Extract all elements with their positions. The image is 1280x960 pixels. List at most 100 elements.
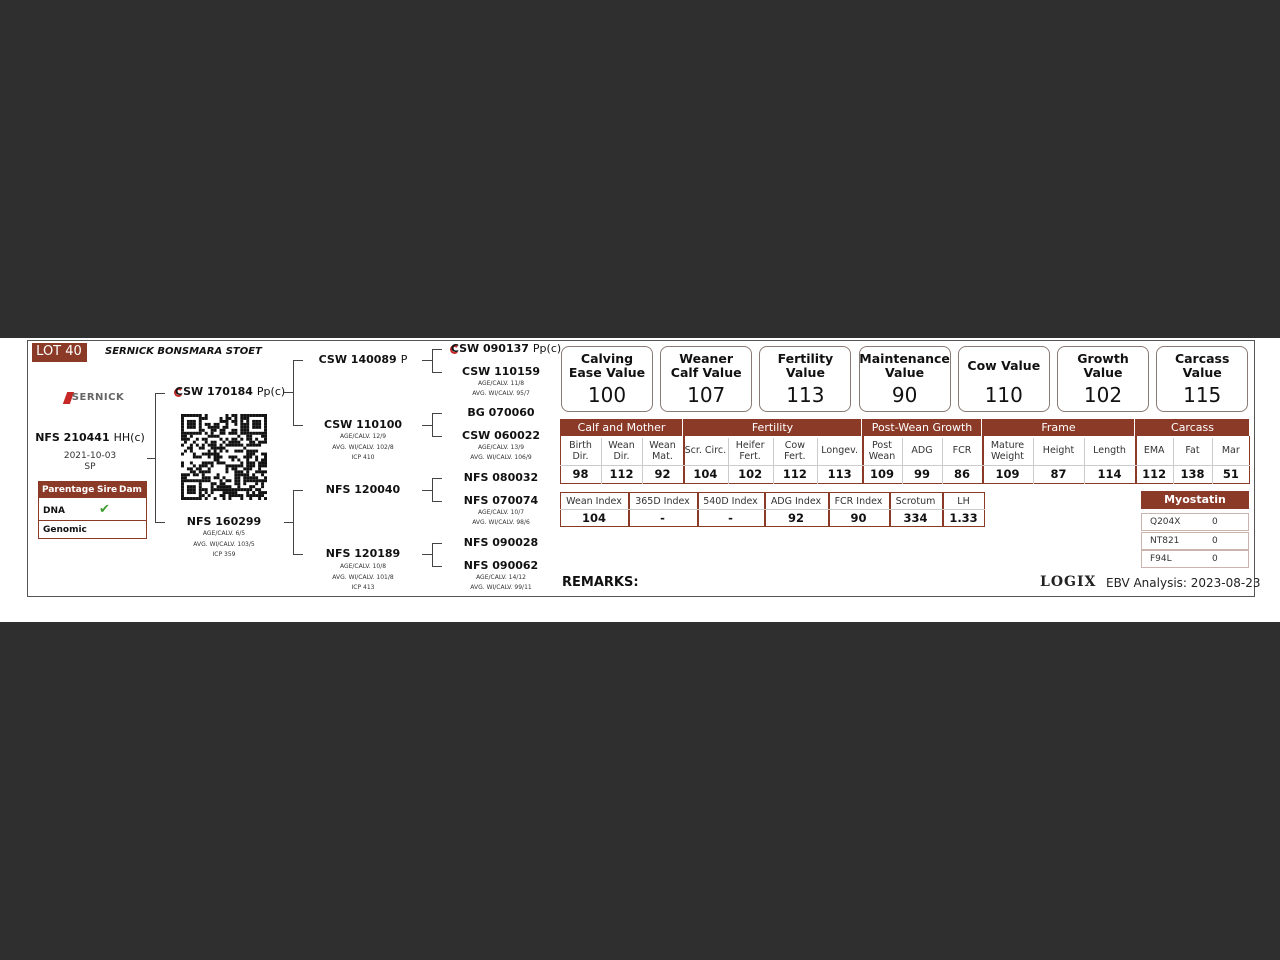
ebv-group-header xyxy=(982,419,1135,436)
value-box xyxy=(858,346,951,412)
great-grandparent-id: BG 070060 xyxy=(467,406,535,419)
parentage-header-cell: Parentage xyxy=(42,485,95,495)
connector-line xyxy=(293,360,303,361)
grandparent-detail: ICP 413 xyxy=(351,584,375,591)
great-grandparent-detail: AGE/CALV. 10/7 xyxy=(477,509,525,516)
birth-date: 2021-10-03 xyxy=(63,451,117,461)
group-divider xyxy=(1135,436,1137,484)
connector-line xyxy=(432,413,442,414)
parentage-row: Genomic xyxy=(43,525,87,535)
group-divider xyxy=(862,436,864,484)
sire-id: CSW 170184 xyxy=(174,385,253,398)
lot-title: SERNICK BONSMARA STOET xyxy=(105,346,262,357)
value-box xyxy=(660,346,753,412)
index-value: 104 xyxy=(581,510,606,525)
logix-logo: LOGIX xyxy=(1040,574,1097,590)
connector-line xyxy=(432,436,442,437)
grandparent-detail: AGE/CALV. 12/9 xyxy=(339,433,387,440)
check-icon: ✔ xyxy=(99,502,110,517)
grandparent-detail: AVG. WI/CALV. 102/8 xyxy=(332,443,394,451)
value-number: 113 xyxy=(786,383,825,407)
ebv-trait-label: Length xyxy=(1093,445,1126,457)
connector-line xyxy=(293,490,303,491)
great-grandparent-detail: AVG. WI/CALV. 106/9 xyxy=(470,454,532,461)
connector-line xyxy=(155,522,165,523)
value-label: Calving Ease Value xyxy=(568,350,646,380)
ebv-trait-value: 98 xyxy=(572,466,589,481)
animal-tag: HH(c) xyxy=(113,431,145,444)
great-grandparent-detail: AGE/CALV. 11/8 xyxy=(477,380,525,387)
cell-divider xyxy=(727,438,729,484)
index-label: Wean Index xyxy=(566,495,622,507)
cell-divider xyxy=(1084,438,1085,484)
connector-line xyxy=(422,490,432,491)
ebv-trait-label: Mature Weight xyxy=(990,439,1025,462)
ebv-trait-value: 112 xyxy=(1142,466,1167,481)
herd-icon xyxy=(174,388,183,397)
myostatin-marker: NT821 xyxy=(1150,535,1180,546)
ebv-group-title: Post-Wean Growth xyxy=(871,420,973,434)
dam-id: NFS 160299 xyxy=(186,515,262,528)
ebv-trait-value: 112 xyxy=(609,466,634,481)
grandparent-detail: AGE/CALV. 10/8 xyxy=(339,563,387,570)
index-value: 334 xyxy=(903,510,928,525)
card xyxy=(27,340,1255,597)
value-label: Carcass Value xyxy=(1174,350,1230,380)
ebv-group-title: Calf and Mother xyxy=(577,420,666,434)
cell-divider xyxy=(1211,438,1213,484)
ebv-trait-label: Cow Fert. xyxy=(784,439,806,462)
connector-line xyxy=(432,372,442,373)
animal-id: NFS 210441 HH(c) xyxy=(0,427,220,449)
dam-detail: ICP 359 xyxy=(212,551,236,558)
great-grandparent-id: NFS 090028 xyxy=(463,536,539,549)
great-grandparent-id: CSW 110159 xyxy=(461,365,541,378)
cell-divider xyxy=(642,438,643,484)
connector-line xyxy=(432,501,442,502)
cell-divider xyxy=(601,438,602,484)
ebv-trait-value: 112 xyxy=(782,466,807,481)
value-label: Fertility Value xyxy=(777,350,834,380)
parentage-header-cell: Sire xyxy=(97,485,118,495)
great-grandparent-tag: Pp(c) xyxy=(532,342,562,355)
ebv-trait-value: 102 xyxy=(738,466,763,481)
cell-divider xyxy=(942,438,943,484)
ebv-trait-label: Post Wean xyxy=(868,439,896,462)
ebv-trait-value: 51 xyxy=(1222,466,1239,481)
ebv-trait-value: 114 xyxy=(1097,466,1122,481)
connector-line xyxy=(293,425,303,426)
value-box xyxy=(1057,346,1149,412)
connector-line xyxy=(284,522,293,523)
myostatin-result: 0 xyxy=(1212,554,1218,564)
group-divider xyxy=(982,436,984,484)
myostatin-row xyxy=(1141,531,1249,550)
grandparent-id: CSW 140089 xyxy=(318,353,397,366)
index-label: FCR Index xyxy=(834,495,883,507)
value-label: Maintenance Value xyxy=(859,350,950,380)
remarks-label: REMARKS: xyxy=(562,575,639,590)
great-grandparent-id: CSW 090137 xyxy=(450,342,529,355)
sheet xyxy=(0,338,1280,622)
ebv-trait-label: Longev. xyxy=(821,445,858,457)
dam-detail: AGE/CALV. 6/5 xyxy=(202,530,246,537)
connector-line xyxy=(293,554,303,555)
ebv-trait-label: FCR xyxy=(952,445,972,457)
value-box xyxy=(1156,346,1249,412)
ebv-group-header xyxy=(560,419,683,436)
connector-line xyxy=(432,543,442,544)
value-box xyxy=(561,346,653,412)
value-number: 102 xyxy=(1083,383,1123,407)
myostatin-header xyxy=(1141,491,1249,509)
index-value: - xyxy=(660,510,665,525)
sire-tag: Pp(c) xyxy=(256,385,286,398)
qr-code xyxy=(181,414,267,500)
dam-detail: AVG. WI/CALV. 103/5 xyxy=(193,540,255,548)
connector-line xyxy=(147,458,155,459)
ebv-group-title: Frame xyxy=(1041,420,1076,434)
ebv-trait-value: 104 xyxy=(693,466,718,481)
sire-sire: CSW 140089 P xyxy=(233,349,493,371)
cell-divider xyxy=(1033,438,1034,484)
myostatin-result: 0 xyxy=(1212,535,1218,546)
index-label: LH xyxy=(957,495,970,507)
value-label: Weaner Calf Value xyxy=(670,350,742,380)
